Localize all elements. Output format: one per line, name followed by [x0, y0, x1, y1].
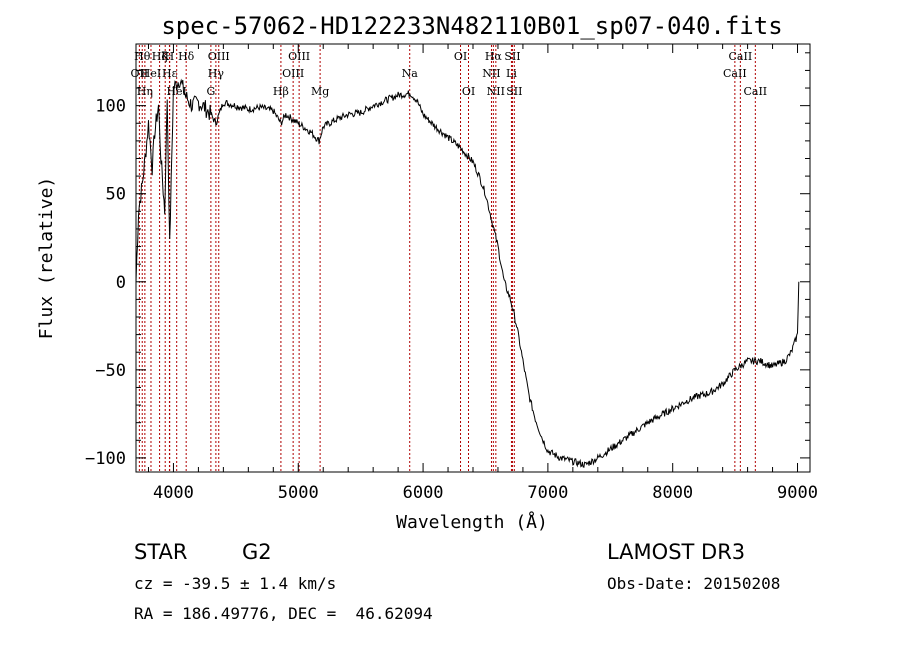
line-label: OIII	[282, 67, 304, 80]
line-label: K	[161, 50, 170, 63]
axes: 4000 5000 6000 7000 8000 9000 −100 −50 0 50 100	[85, 44, 818, 503]
line-label: Hα	[485, 50, 503, 63]
line-label: SII	[506, 85, 522, 98]
observation-date: Obs-Date: 20150208	[607, 574, 781, 593]
line-label: Mg	[311, 85, 329, 98]
coordinates: RA = 186.49776, DEC = 46.62094	[134, 604, 433, 623]
line-label: NII	[482, 67, 500, 80]
redshift-cz: cz = -39.5 ± 1.4 km/s	[134, 574, 337, 593]
spectrum-line	[135, 78, 800, 468]
line-label: HeI	[166, 85, 186, 98]
line-label: Hθ	[134, 50, 151, 63]
line-label: CaII	[743, 85, 767, 98]
y-tick-label: 0	[116, 273, 126, 293]
line-label: Hγ	[208, 67, 225, 80]
y-axis-label: Flux (relative)	[36, 177, 57, 340]
x-tick-label: 4000	[153, 483, 194, 503]
line-label: OI	[462, 85, 475, 98]
survey-name: LAMOST DR3	[607, 540, 746, 564]
line-label: NII	[487, 85, 505, 98]
line-label: G	[206, 85, 215, 98]
x-tick-label: 7000	[527, 483, 568, 503]
y-tick-label: 100	[95, 97, 126, 117]
line-label: OIII	[208, 50, 230, 63]
y-tick-label: 50	[106, 185, 126, 205]
line-label: Hδ	[178, 50, 195, 63]
x-axis-label: Wavelength (Å)	[396, 511, 548, 533]
line-label: CaII	[729, 50, 753, 63]
chart-title: spec-57062-HD122233N482110B01_sp07-040.f…	[161, 12, 782, 40]
object-type: STAR	[134, 540, 188, 564]
line-label: Hβ	[273, 85, 289, 98]
line-label: H	[165, 50, 175, 63]
line-label: Hη	[137, 85, 153, 98]
x-tick-label: 8000	[652, 483, 693, 503]
x-tick-label: 5000	[278, 483, 319, 503]
line-label: OII	[131, 67, 149, 80]
line-label: OI	[454, 50, 467, 63]
emission-line-labels: HθOIIHηHeIHζKHHεHeIHδGHγOIIIHβOIIIOIIIMg…	[131, 50, 768, 98]
line-label: Hζ	[152, 50, 168, 63]
line-label: HeI	[141, 67, 161, 80]
x-tick-label: 6000	[403, 483, 444, 503]
line-label: SII	[504, 50, 520, 63]
line-label: OIII	[288, 50, 310, 63]
subclass: G2	[242, 540, 272, 564]
line-label: Hε	[162, 67, 178, 80]
x-tick-label: 9000	[777, 483, 818, 503]
y-tick-label: −50	[95, 361, 126, 381]
y-tick-label: −100	[85, 449, 126, 469]
line-label: CaII	[723, 67, 747, 80]
line-label: Na	[402, 67, 419, 80]
emission-line-markers	[138, 45, 756, 471]
line-label: Li	[506, 67, 517, 80]
